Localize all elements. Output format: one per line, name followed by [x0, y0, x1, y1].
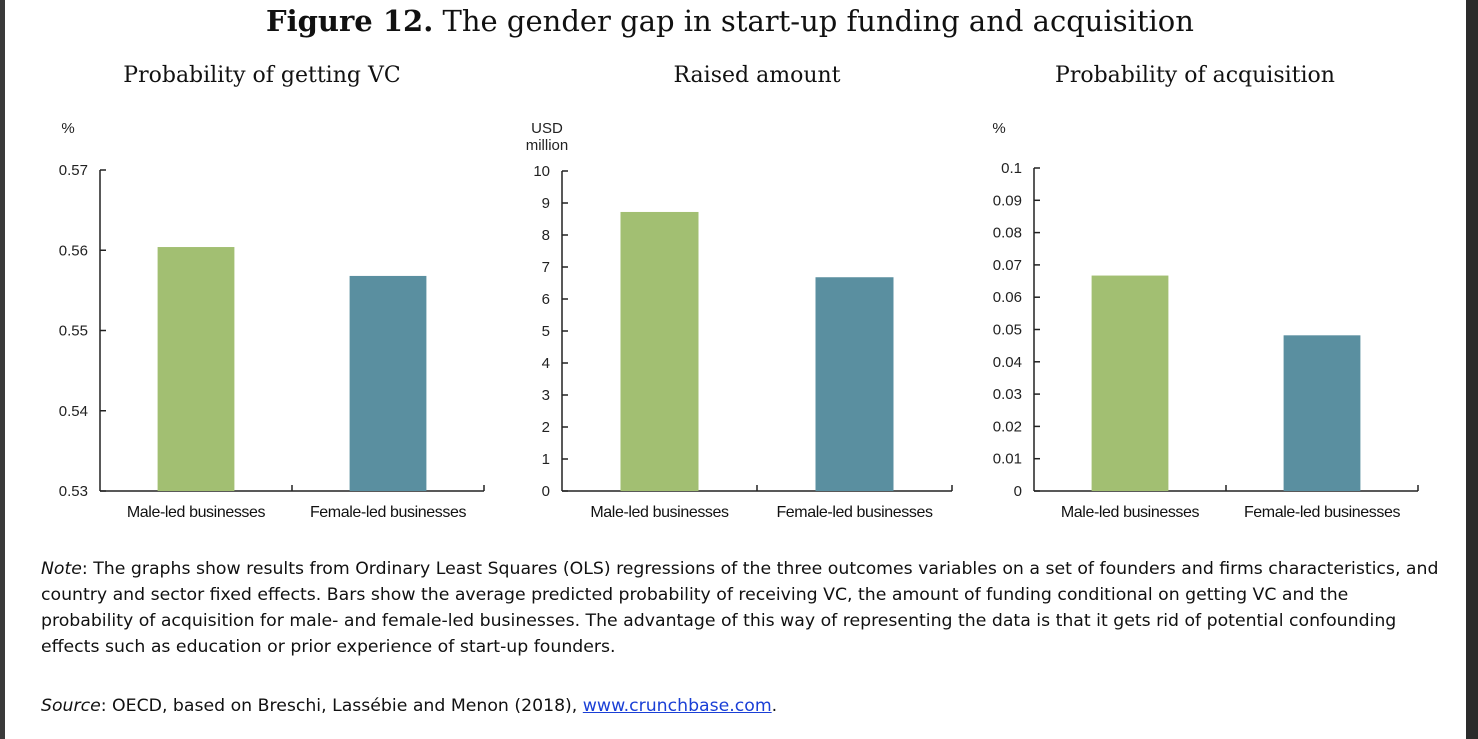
y-tick-label: 0 — [542, 483, 550, 500]
x-category-label: Male-led businesses — [1061, 504, 1200, 521]
y-tick-label: 0.54 — [59, 403, 88, 420]
y-tick-label: 2 — [542, 419, 550, 436]
y-tick-label: 0.06 — [993, 289, 1022, 306]
y-tick-label: 7 — [542, 259, 550, 276]
bar-female — [1283, 335, 1361, 491]
bar-female — [815, 277, 894, 491]
y-tick-label: 0.56 — [59, 242, 88, 259]
y-tick-label: 0.53 — [59, 483, 88, 500]
chart-title: Raised amount — [673, 63, 840, 88]
x-category-label: Female-led businesses — [776, 504, 933, 521]
source-text: : OECD, based on Breschi, Lassébie and M… — [100, 696, 583, 716]
y-tick-label: 5 — [542, 323, 550, 340]
bar-male — [620, 211, 699, 491]
y-tick-label: 0 — [1014, 483, 1022, 500]
note-label: Note — [41, 559, 82, 579]
chart-title: Probability of acquisition — [1055, 63, 1335, 88]
chart-title: Probability of getting VC — [123, 63, 400, 88]
y-unit-label: USD — [531, 120, 563, 137]
y-tick-label: 0.08 — [993, 225, 1022, 242]
y-tick-label: 0.1 — [1001, 160, 1022, 177]
y-tick-label: 0.55 — [59, 323, 88, 340]
y-tick-label: 6 — [542, 291, 550, 308]
y-unit-label: million — [526, 137, 569, 154]
y-tick-label: 0.05 — [993, 322, 1022, 339]
y-tick-label: 0.01 — [993, 451, 1022, 468]
source-end: . — [771, 696, 778, 716]
y-tick-label: 0.09 — [993, 192, 1022, 209]
figure-title: Figure 12. The gender gap in start-up fu… — [0, 4, 1460, 38]
chart-1: Probability of getting VC% 0.53 0.54 0.55 0.… — [59, 63, 485, 521]
y-tick-label: 0.57 — [59, 162, 88, 179]
chart-3: Probability of acquisition% 0 0.01 0.02 0.03… — [992, 63, 1419, 521]
y-unit-label: % — [992, 120, 1005, 137]
bar-female — [349, 275, 427, 491]
source-label: Source — [41, 696, 101, 716]
x-category-label: Female-led businesses — [310, 504, 467, 521]
y-unit-label: % — [61, 120, 74, 137]
figure-title-text: The gender gap in start-up funding and a… — [442, 4, 1194, 38]
note-paragraph: Note: The graphs show results from Ordin… — [41, 556, 1441, 660]
y-tick-label: 0.04 — [993, 354, 1022, 371]
x-category-label: Female-led businesses — [1244, 504, 1401, 521]
y-tick-label: 0.03 — [993, 386, 1022, 403]
bar-male — [1091, 275, 1169, 491]
source-link[interactable]: www.crunchbase.com — [582, 696, 772, 716]
x-category-label: Male-led businesses — [590, 504, 729, 521]
y-tick-label: 3 — [542, 387, 550, 404]
x-category-label: Male-led businesses — [127, 504, 266, 521]
y-tick-label: 0.02 — [993, 418, 1022, 435]
source-paragraph: Source: OECD, based on Breschi, Lassébie… — [41, 693, 1441, 719]
note-text: : The graphs show results from Ordinary … — [41, 559, 1439, 657]
y-tick-label: 4 — [542, 355, 550, 372]
y-tick-label: 8 — [542, 227, 550, 244]
y-tick-label: 9 — [542, 195, 550, 212]
y-tick-label: 10 — [533, 163, 550, 180]
bar-male — [157, 247, 235, 491]
figure-label: Figure 12. — [266, 4, 434, 38]
window-edge-right — [1466, 0, 1478, 739]
window-edge-left — [0, 0, 5, 739]
charts-area: Probability of getting VC% 0.53 0.54 0.55 0.… — [59, 63, 1419, 521]
y-tick-label: 1 — [542, 451, 550, 468]
y-tick-label: 0.07 — [993, 257, 1022, 274]
